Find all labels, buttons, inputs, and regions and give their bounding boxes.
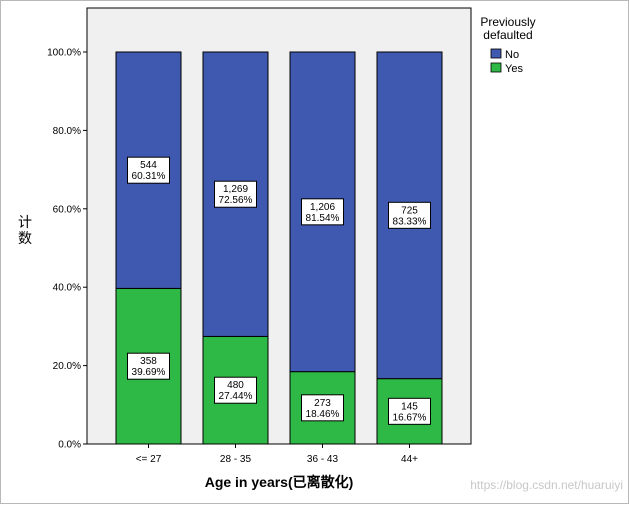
legend-title-line-2: defaulted [483, 28, 532, 42]
legend-label-no: No [505, 49, 519, 61]
data-label-percent: 72.56% [219, 195, 253, 206]
data-label-count: 145 [401, 401, 418, 412]
y-axis-title: 计数 [18, 215, 32, 247]
data-label-box [301, 394, 344, 422]
data-label-percent: 81.54% [306, 213, 340, 224]
y-tick-label: 60.0% [53, 204, 81, 215]
data-label-count: 725 [401, 205, 418, 216]
legend: Previously defaulted No Yes [480, 15, 535, 75]
data-label-percent: 16.67% [393, 412, 427, 423]
data-label-count: 358 [140, 356, 157, 367]
data-label-count: 1,206 [310, 202, 335, 213]
y-tick-label: 80.0% [53, 126, 81, 137]
y-tick-label: 40.0% [53, 283, 81, 294]
data-label-count: 480 [227, 380, 244, 391]
data-label-box [127, 352, 170, 380]
data-label-percent: 27.44% [219, 391, 253, 402]
legend-swatch-no [490, 48, 502, 59]
data-label-count: 1,269 [223, 184, 248, 195]
data-label-box [388, 397, 431, 425]
y-axis-title-char: 数 [18, 231, 32, 247]
legend-swatch-yes [490, 62, 502, 73]
data-label-percent: 18.46% [306, 409, 340, 420]
data-label-count: 544 [140, 160, 157, 171]
watermark: https://blog.csdn.net/huaruiyi [470, 478, 623, 492]
legend-title-line-1: Previously [480, 15, 535, 29]
x-tick-label: <= 27 [136, 454, 162, 465]
y-tick-label: 100.0% [47, 48, 81, 59]
data-label-percent: 60.31% [132, 171, 166, 182]
x-tick-label: 36 - 43 [307, 454, 339, 465]
data-label-box [388, 201, 431, 229]
data-label-box [301, 198, 344, 226]
data-label-percent: 39.69% [132, 367, 166, 378]
data-label-box [214, 376, 257, 404]
y-tick-label: 20.0% [53, 361, 81, 372]
bar-segment-yes [376, 378, 443, 445]
y-axis: 0.0% 20.0% 40.0% 60.0% 80.0% 100.0% [47, 48, 88, 451]
x-tick-label: 28 - 35 [220, 454, 252, 465]
data-label-box [127, 156, 170, 184]
data-label-box [214, 180, 257, 208]
legend-label-yes: Yes [505, 63, 523, 75]
data-label-percent: 83.33% [393, 216, 427, 227]
x-axis-title: Age in years(已离散化) [205, 474, 354, 490]
data-label-count: 273 [314, 398, 331, 409]
y-axis-title-char: 计 [18, 215, 32, 231]
x-axis: <= 27 28 - 35 36 - 43 44+ [87, 443, 471, 465]
x-tick-label: 44+ [401, 454, 418, 465]
y-tick-label: 0.0% [58, 440, 81, 451]
